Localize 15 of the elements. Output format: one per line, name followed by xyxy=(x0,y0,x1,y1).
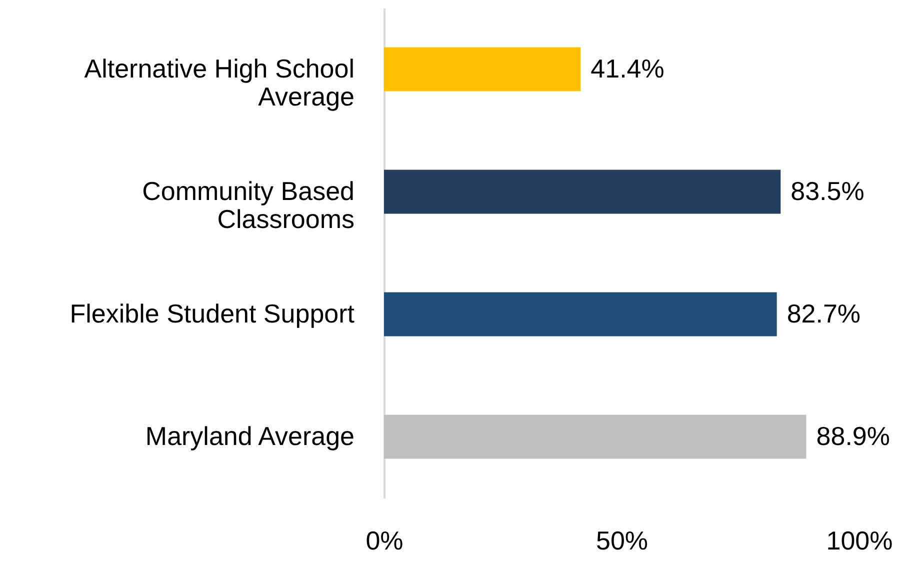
bar xyxy=(384,414,806,459)
y-tick-label: Flexible Student Support xyxy=(70,298,356,328)
y-tick-label: Community Based Classrooms xyxy=(142,176,354,234)
y-tick-label: Alternative High School Average xyxy=(84,53,354,112)
bar xyxy=(384,47,581,92)
data-label: 83.5% xyxy=(790,176,864,206)
bar xyxy=(384,170,781,214)
y-tick-label: Maryland Average xyxy=(145,420,354,451)
data-label: 41.4% xyxy=(590,53,664,84)
x-tick-label: 50% xyxy=(596,526,648,556)
data-label: 82.7% xyxy=(786,298,861,328)
data-label: 88.9% xyxy=(816,420,890,451)
bar xyxy=(384,292,777,336)
x-tick-label: 0% xyxy=(366,526,404,556)
x-tick-label: 100% xyxy=(826,526,893,556)
